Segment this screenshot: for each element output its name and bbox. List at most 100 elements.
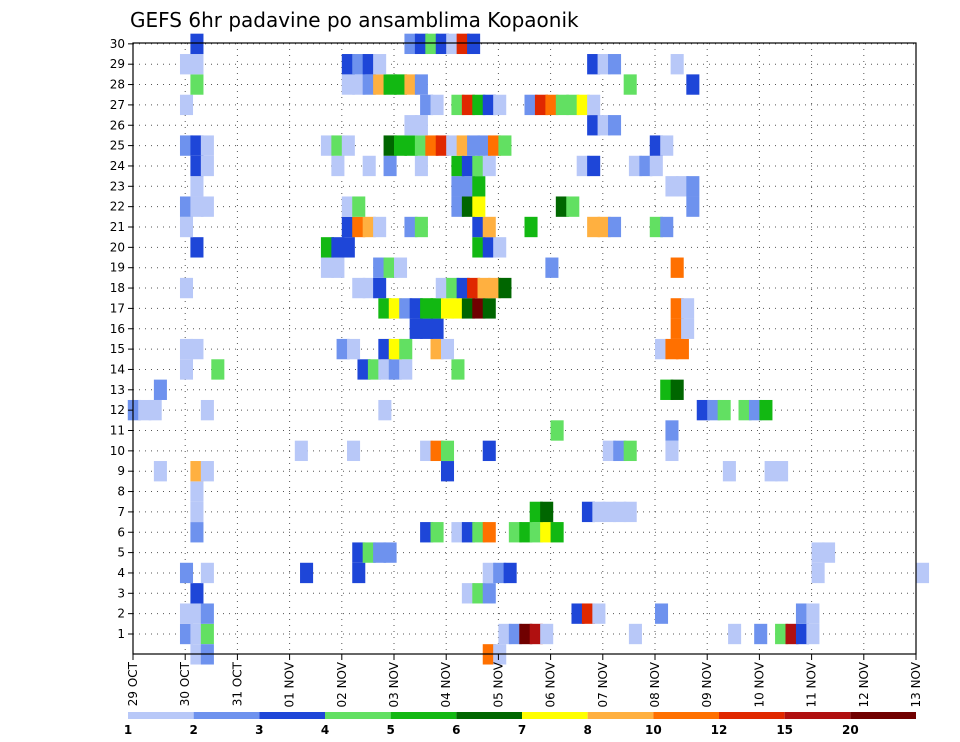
heatmap-cell (608, 115, 622, 136)
heatmap-cell (785, 623, 799, 645)
heatmap-cell (675, 338, 689, 360)
heatmap-cell (190, 603, 204, 624)
heatmap-cell (352, 277, 366, 299)
x-tick-label: 07 NOV (596, 661, 610, 707)
heatmap-cell (451, 298, 465, 319)
heatmap-cell (451, 155, 465, 177)
heatmap-cell (388, 298, 402, 319)
y-tick-label: 30 (110, 37, 125, 51)
colorbar-swatch (522, 712, 588, 719)
colorbar-label: 10 (645, 723, 662, 737)
heatmap-cell (451, 196, 465, 217)
heatmap-cell (587, 54, 601, 75)
heatmap-cell (660, 379, 674, 400)
y-tick-label: 18 (110, 281, 125, 295)
heatmap-cell (331, 257, 345, 278)
heatmap-cell (472, 522, 486, 543)
heatmap-cell (670, 379, 684, 400)
heatmap-cell (681, 318, 695, 339)
heatmap-cell (200, 135, 214, 156)
heatmap-cell (362, 542, 376, 563)
heatmap-cell (200, 399, 214, 421)
heatmap-cell (190, 237, 204, 258)
heatmap-cell (529, 501, 543, 523)
heatmap-cell (435, 33, 449, 55)
heatmap-cell (775, 461, 789, 482)
colorbar-label: 4 (321, 723, 329, 737)
heatmap-cell (404, 33, 418, 55)
x-tick-label: 29 OCT (126, 661, 140, 706)
x-tick-label: 01 NOV (283, 661, 297, 707)
heatmap-cell (414, 155, 428, 177)
heatmap-cell (362, 216, 376, 238)
heatmap-cell (613, 501, 627, 523)
heatmap-cell (534, 94, 548, 116)
y-tick-label: 1 (117, 627, 125, 641)
heatmap-cell (493, 237, 507, 258)
colorbar-swatch (128, 712, 194, 719)
heatmap-cell (472, 196, 486, 217)
heatmap-cell (190, 623, 204, 645)
heatmap-cell (493, 562, 507, 584)
heatmap-cell (519, 522, 533, 543)
y-tick-label: 17 (110, 301, 125, 315)
heatmap-cell (665, 440, 679, 462)
heatmap-cell (430, 440, 444, 462)
heatmap-cell (190, 338, 204, 360)
colorbar-label: 5 (386, 723, 394, 737)
heatmap-cell (331, 135, 345, 156)
heatmap-cell (378, 298, 392, 319)
heatmap-cell (388, 338, 402, 360)
heatmap-cell (336, 338, 350, 360)
heatmap-cell (430, 298, 444, 319)
heatmap-cell (414, 135, 428, 156)
heatmap-cell (707, 399, 721, 421)
colorbar-swatch (193, 712, 260, 719)
x-tick-label: 03 NOV (387, 661, 401, 707)
heatmap-cell (660, 216, 674, 238)
heatmap-cell (592, 501, 606, 523)
heatmap-cell (179, 94, 194, 116)
y-tick-label: 13 (110, 383, 125, 397)
heatmap-cell (341, 54, 355, 75)
heatmap-cell (341, 216, 355, 238)
heatmap-cell (467, 33, 481, 55)
heatmap-cell (467, 135, 481, 156)
heatmap-cell (608, 216, 622, 238)
heatmap-cell (623, 74, 637, 95)
heatmap-cell (461, 522, 475, 543)
heatmap-cell (519, 623, 533, 645)
heatmap-cell (550, 522, 564, 543)
heatmap-cell (190, 461, 204, 482)
heatmap-cell (587, 216, 601, 238)
heatmap-cell (722, 461, 736, 482)
heatmap-cell (352, 216, 366, 238)
heatmap-cell (482, 237, 496, 258)
heatmap-cell (320, 237, 334, 258)
y-tick-label: 24 (110, 159, 125, 173)
colorbar-legend: 1 2 3 4 5 6 7 8 10 12 15 20 (124, 712, 916, 737)
heatmap-cell (383, 135, 397, 156)
heatmap-cell (138, 399, 152, 421)
heatmap-cell (670, 298, 684, 319)
heatmap-cell (540, 522, 554, 543)
heatmap-cell (430, 318, 444, 339)
heatmap-cell (508, 623, 522, 645)
heatmap-cell (414, 74, 428, 95)
heatmap-cell (550, 420, 564, 441)
y-tick-label: 2 (117, 607, 125, 621)
heatmap-cell (738, 399, 752, 421)
heatmap-cell (472, 298, 486, 319)
heatmap-cell (300, 562, 314, 584)
heatmap-cell (472, 94, 486, 116)
heatmap-cell (200, 562, 214, 584)
heatmap-cell (456, 135, 470, 156)
heatmap-cell (211, 359, 225, 380)
heatmap-cell (383, 74, 397, 95)
heatmap-cell (362, 155, 376, 177)
heatmap-cells (127, 33, 930, 665)
heatmap-cell (179, 54, 194, 75)
heatmap-cell (383, 155, 397, 177)
heatmap-cell (420, 94, 434, 116)
x-tick-label: 04 NOV (439, 661, 453, 707)
